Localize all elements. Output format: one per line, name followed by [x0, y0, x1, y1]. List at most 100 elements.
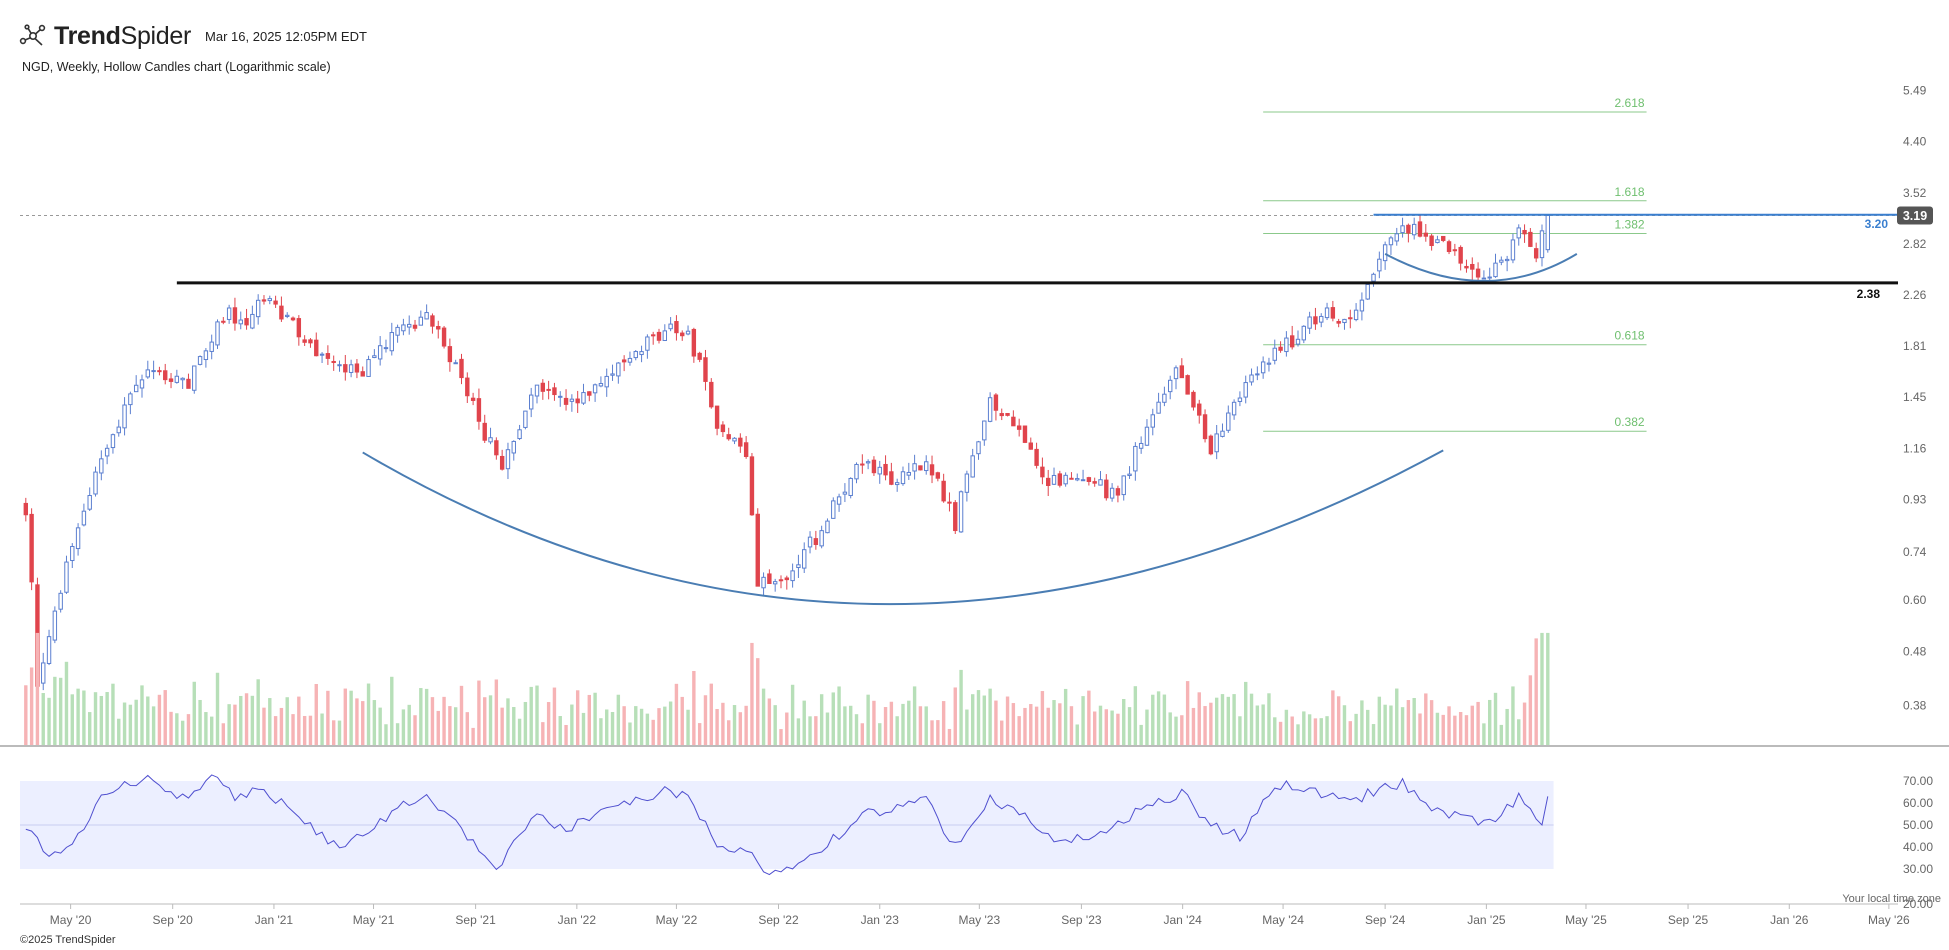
volume-bar: [163, 690, 167, 745]
candle-body: [1185, 375, 1190, 395]
candle-body: [163, 370, 168, 381]
volume-bar: [941, 701, 946, 745]
volume-bar: [1058, 703, 1062, 745]
volume-bar: [750, 642, 754, 745]
last-price-badge-text: 3.19: [1903, 209, 1927, 223]
volume-bar: [1389, 705, 1393, 745]
volume-bar: [1168, 712, 1172, 745]
volume-bar: [1464, 715, 1469, 745]
candle-body: [1545, 214, 1550, 251]
candle-body: [970, 455, 975, 478]
volume-bar: [442, 696, 446, 745]
time-tick-label: Sep '23: [1061, 913, 1102, 927]
candle-body: [552, 387, 557, 396]
chart-timestamp: Mar 16, 2025 12:05PM EDT: [205, 28, 367, 44]
price-tick-label: 1.16: [1903, 441, 1927, 455]
volume-bar: [1424, 693, 1428, 745]
candle-body: [1173, 367, 1179, 380]
volume-bar: [599, 718, 603, 745]
candle-body: [941, 480, 946, 502]
volume-bar: [430, 697, 435, 745]
volume-bar: [825, 712, 830, 745]
volume-bar: [697, 723, 702, 745]
candle-body: [558, 395, 563, 398]
volume-bar: [517, 718, 522, 745]
volume-bar: [308, 715, 313, 745]
volume-bar: [1290, 716, 1294, 745]
candle-body: [645, 336, 650, 351]
volume-bar: [982, 695, 987, 745]
candle-body: [459, 358, 464, 379]
candle-body: [935, 472, 941, 479]
candle-body: [1533, 248, 1539, 259]
candle-body: [738, 437, 743, 447]
volume-bar: [738, 712, 743, 745]
candle-body: [302, 339, 307, 343]
candle-body: [122, 404, 127, 429]
volume-bar: [64, 661, 69, 745]
volume-bar: [186, 714, 191, 745]
volume-bar: [105, 692, 109, 745]
volume-bar: [488, 695, 493, 745]
volume-bar: [634, 706, 638, 745]
candle-body: [290, 317, 296, 321]
volume-bar: [901, 703, 905, 745]
volume-bar: [24, 685, 28, 745]
volume-bar: [616, 694, 621, 745]
volume-bar: [1441, 714, 1445, 745]
price-tick-label: 2.26: [1903, 288, 1927, 302]
volume-bar: [1458, 711, 1463, 745]
volume-bar: [1336, 696, 1341, 745]
candle-body: [546, 388, 551, 391]
candle-body: [1452, 249, 1458, 252]
candles: [23, 214, 1550, 692]
candle-body: [755, 513, 760, 587]
candle-body: [1011, 416, 1016, 427]
volume-bar: [1418, 713, 1422, 745]
volume-bar: [1110, 710, 1114, 745]
volume-bar: [1063, 688, 1068, 745]
volume-bar: [535, 685, 539, 745]
candle-body: [377, 345, 383, 360]
volume-bar: [581, 712, 586, 745]
candle-body: [958, 491, 964, 533]
candle-body: [482, 422, 487, 441]
rsi-pane: 70.00 60.00 50.00 40.00 30.00 20.00: [20, 774, 1933, 911]
candle-body: [186, 378, 191, 389]
candle-body: [587, 391, 592, 396]
volume-bar: [1470, 705, 1474, 745]
candle-body: [894, 482, 900, 486]
volume-bar: [1046, 707, 1050, 745]
candle-body: [1127, 473, 1132, 476]
volume-bar: [639, 708, 644, 745]
volume-bar: [1017, 716, 1021, 745]
candle-body: [255, 299, 261, 318]
volume-bar: [1476, 701, 1480, 745]
volume-bar: [93, 692, 98, 745]
volume-bar: [860, 723, 865, 745]
volume-bar: [349, 690, 353, 745]
price-tick-label: 0.48: [1903, 645, 1927, 659]
candle-body: [633, 351, 638, 359]
volume-bar: [668, 701, 673, 745]
candle-body: [1330, 307, 1336, 319]
candle-body: [41, 662, 46, 684]
volume-bar: [1366, 709, 1370, 745]
volume-bar: [767, 698, 772, 745]
candle-body: [441, 327, 447, 347]
volume-bar: [756, 658, 760, 745]
candle-body: [883, 463, 888, 476]
volume-bar: [1453, 715, 1457, 745]
candle-body: [947, 501, 952, 504]
volume-bar: [268, 698, 272, 745]
time-tick-label: Sep '21: [455, 913, 496, 927]
volume-bar: [146, 696, 150, 745]
candle-body: [1423, 232, 1429, 237]
volume-bar: [221, 723, 226, 745]
volume-bar: [680, 696, 684, 745]
volume-bar: [198, 699, 202, 745]
candle-body: [261, 299, 267, 302]
candle-body: [889, 471, 894, 485]
volume-bar: [918, 706, 923, 745]
